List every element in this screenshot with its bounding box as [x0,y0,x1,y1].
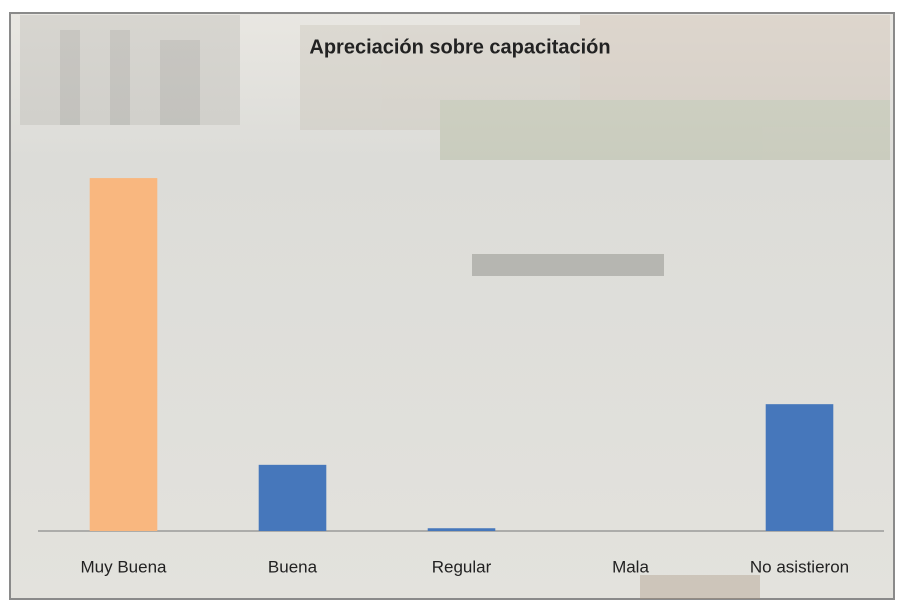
background-scene [20,15,890,599]
x-tick-label: Muy Buena [81,557,168,576]
chart-title: Apreciación sobre capacitación [309,36,610,58]
bar [89,178,158,532]
bar [258,464,327,531]
bar [765,404,834,531]
x-tick-label: Buena [268,557,318,576]
bar [427,528,496,531]
background [9,12,895,600]
x-tick-label: No asistieron [750,557,849,576]
x-tick-label: Regular [432,557,492,576]
x-tick-label: Mala [612,557,649,576]
